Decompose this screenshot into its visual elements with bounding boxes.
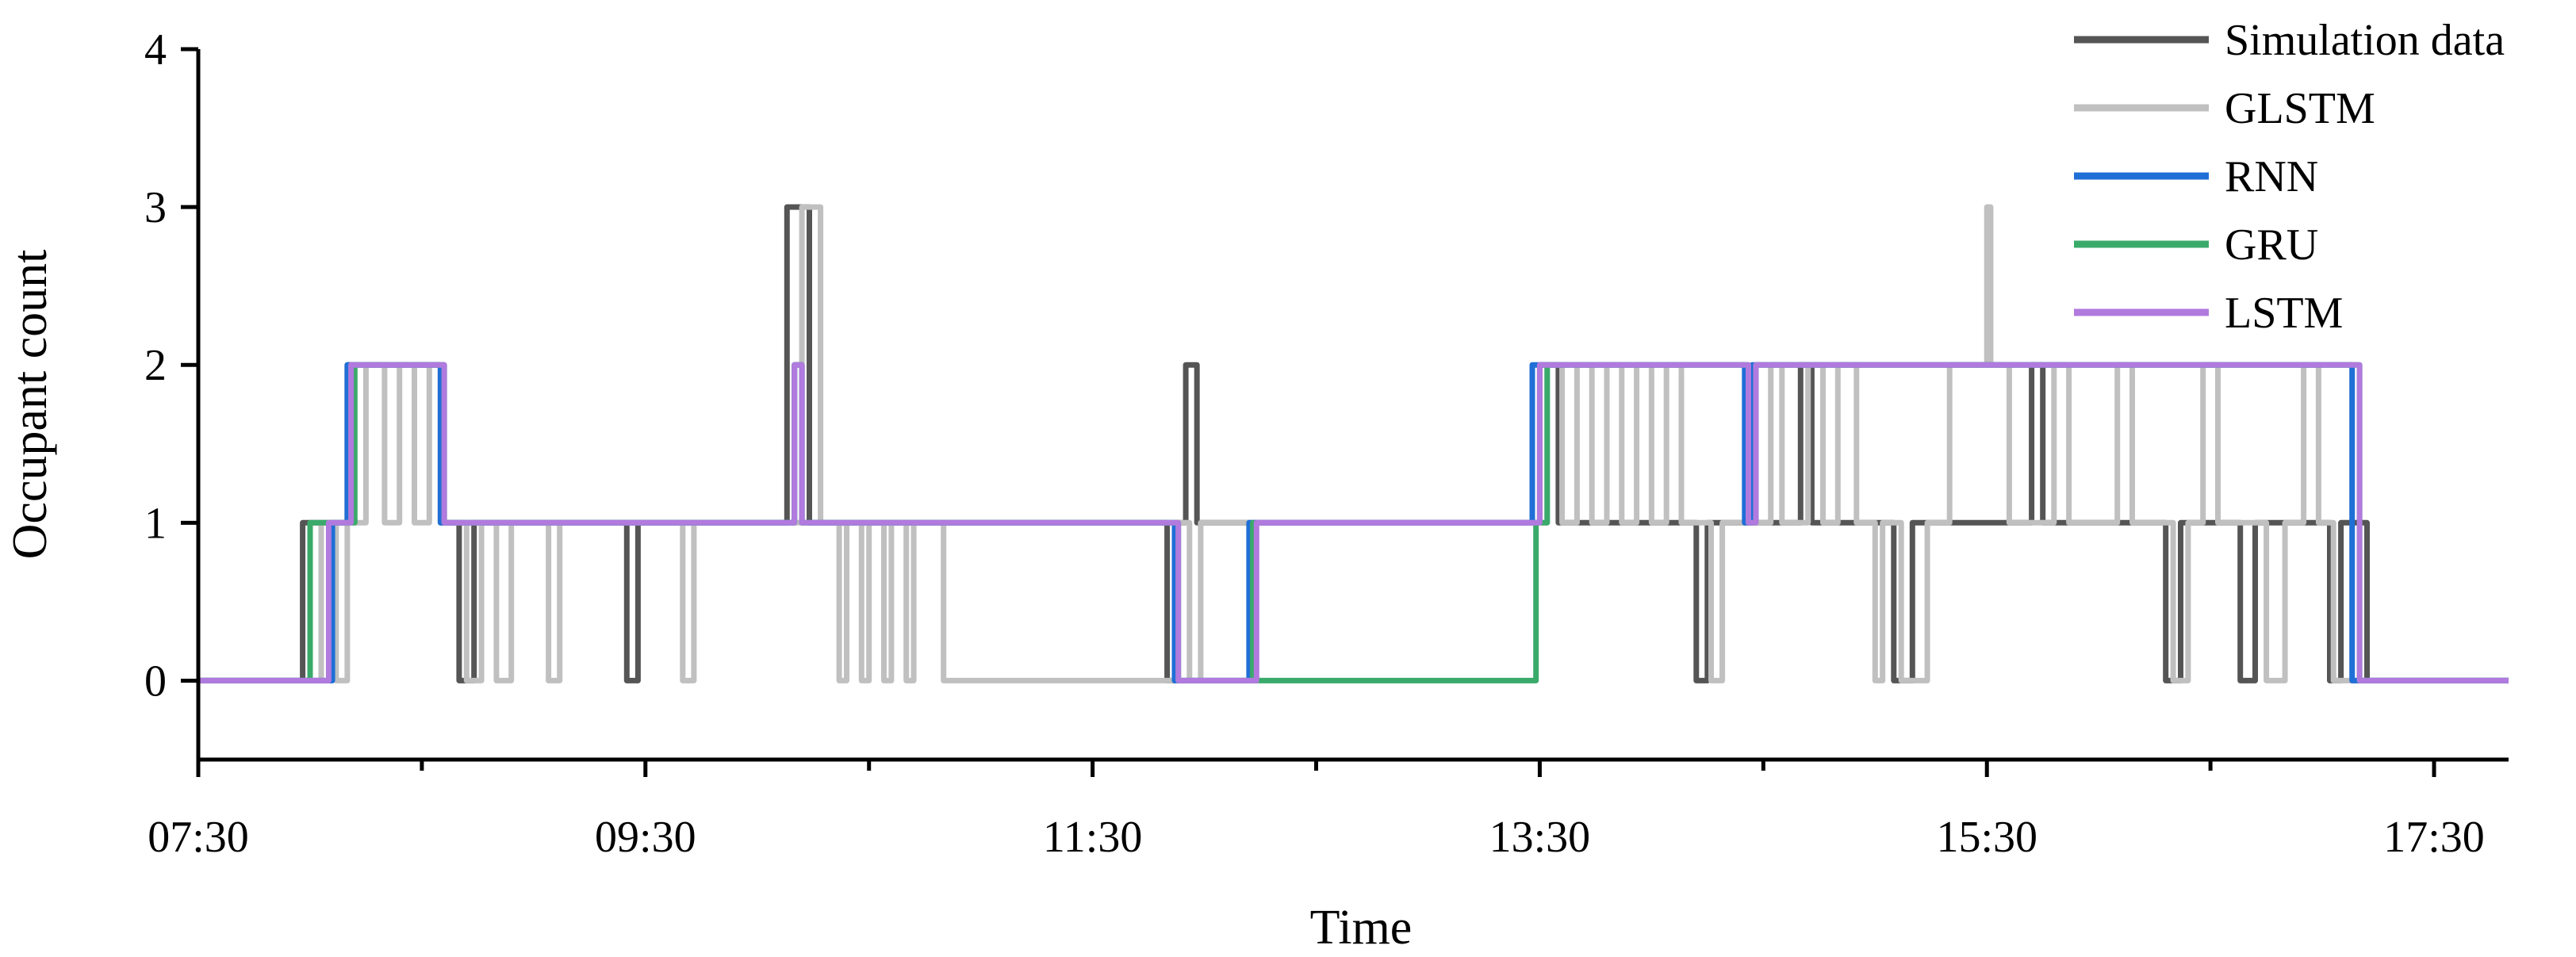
x-tick-label: 07:30	[148, 813, 249, 862]
x-axis-title: Time	[1310, 901, 1413, 955]
legend-label: GRU	[2225, 220, 2318, 270]
legend-label: LSTM	[2225, 289, 2343, 338]
ticks-layer: 0 1 2 3 4 07:30 09:30 11:30 13:30 15:30 17:30	[144, 25, 2485, 862]
x-tick-label: 13:30	[1489, 813, 1591, 862]
legend: Simulation data GLSTM RNN GRU LSTM	[2074, 16, 2505, 338]
legend-label: Simulation data	[2225, 16, 2505, 65]
series-line-rnn	[198, 362, 2509, 683]
x-tick-label: 15:30	[1936, 813, 2037, 862]
series-line-lstm	[198, 362, 2509, 683]
legend-label: GLSTM	[2225, 84, 2375, 133]
y-axis-title: Occupant count	[3, 250, 57, 560]
series-line-glstm	[198, 204, 2509, 683]
y-tick-label: 2	[144, 341, 167, 390]
series-layer	[198, 204, 2509, 683]
y-tick-label: 1	[144, 499, 167, 548]
axes-layer	[196, 49, 2509, 762]
x-tick-label: 11:30	[1043, 813, 1142, 862]
legend-label: RNN	[2225, 152, 2318, 201]
y-tick-label: 3	[144, 183, 167, 232]
y-tick-label: 4	[144, 25, 167, 75]
series-line-simulation-data	[198, 204, 2509, 683]
x-tick-label: 09:30	[595, 813, 696, 862]
x-tick-label: 17:30	[2383, 813, 2485, 862]
y-tick-label: 0	[144, 657, 167, 706]
